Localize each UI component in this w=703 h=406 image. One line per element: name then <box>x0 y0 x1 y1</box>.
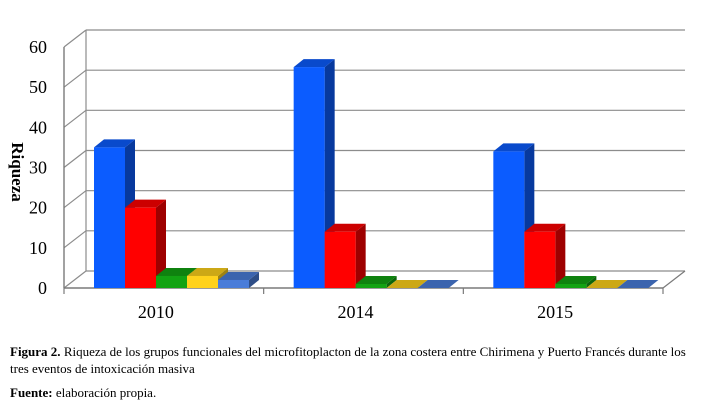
bar <box>555 275 597 288</box>
y-tick-label: 40 <box>29 117 47 137</box>
y-tick-label: 30 <box>29 158 47 178</box>
x-tick-labels: 2010 2014 2015 <box>138 302 573 322</box>
bar <box>386 280 428 288</box>
bar <box>524 223 566 288</box>
gridline <box>63 190 685 209</box>
gridline <box>63 149 685 168</box>
y-tick-label: 50 <box>29 77 47 97</box>
y-tick-label: 60 <box>29 37 47 57</box>
y-tick-label: 10 <box>29 238 47 258</box>
source-label: Fuente: <box>10 385 53 400</box>
source-note: Fuente: elaboración propia. <box>10 384 156 401</box>
gridline <box>63 29 685 48</box>
figure-caption: Figura 2. Riqueza de los grupos funciona… <box>10 343 690 377</box>
bar <box>218 271 259 288</box>
bar <box>355 275 397 288</box>
gridline <box>63 109 685 128</box>
bar-chart: 0 10 20 30 40 50 60 2010 2014 2015 Riqueza <box>8 29 686 322</box>
bar <box>125 199 166 288</box>
y-axis-label: Riqueza <box>8 142 27 202</box>
y-tick-label: 0 <box>38 278 47 298</box>
figure-text: Riqueza de los grupos funcionales del mi… <box>10 344 686 376</box>
x-tick-label: 2015 <box>537 302 573 322</box>
x-tick-label: 2010 <box>138 302 174 322</box>
y-tick-label: 20 <box>29 198 47 218</box>
figure-label: Figura 2. <box>10 344 61 359</box>
x-tick-label: 2014 <box>338 302 374 322</box>
floor-edge <box>662 270 686 289</box>
gridline <box>63 69 685 88</box>
bar <box>417 280 459 288</box>
y-tick-labels: 0 10 20 30 40 50 60 <box>29 37 47 298</box>
gridline <box>63 230 685 249</box>
bar <box>617 280 659 288</box>
bar <box>324 223 366 288</box>
source-text: elaboración propia. <box>52 385 157 400</box>
bar <box>586 280 628 288</box>
bars <box>94 59 659 289</box>
